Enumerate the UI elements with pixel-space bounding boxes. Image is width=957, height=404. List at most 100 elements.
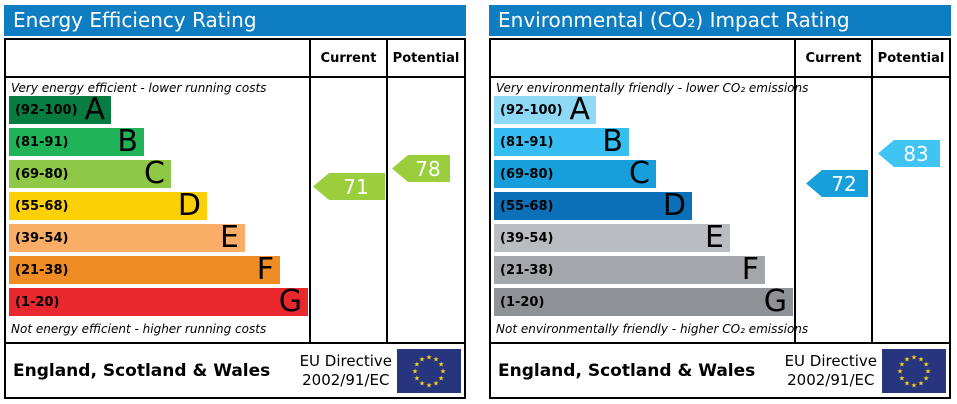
svg-text:★: ★ (923, 360, 929, 368)
current-column-header: Current (805, 50, 862, 66)
svg-text:★: ★ (433, 355, 439, 363)
band-e: (39-54) E (9, 220, 245, 255)
potential-rating-value: 83 (903, 141, 929, 166)
band-letter: E (705, 220, 724, 255)
svg-text:★: ★ (911, 353, 917, 361)
current-rating-value: 71 (343, 174, 369, 199)
svg-text:★: ★ (433, 379, 439, 387)
svg-text:★: ★ (412, 367, 418, 375)
band-range: (21-38) (500, 262, 554, 278)
eu-directive-label: EU Directive 2002/91/EC (785, 352, 877, 390)
current-column-header: Current (320, 50, 377, 66)
band-letter: B (117, 124, 138, 159)
band-range: (69-80) (500, 166, 554, 182)
svg-text:★: ★ (897, 367, 903, 375)
panel-footer: England, Scotland & Wales EU Directive 2… (491, 344, 949, 397)
column-divider (309, 40, 311, 342)
svg-text:★: ★ (904, 355, 910, 363)
band-letter: D (662, 188, 686, 223)
svg-text:★: ★ (419, 379, 425, 387)
eu-directive-line2: 2002/91/EC (787, 370, 875, 389)
band-letter: C (144, 156, 165, 191)
svg-text:★: ★ (419, 355, 425, 363)
rating-bands: (92-100) A (81-91) B (69-80) C (55-68) D… (9, 92, 308, 320)
band-range: (69-80) (15, 166, 69, 182)
energy-efficiency-panel: Energy Efficiency Rating Current Potenti… (4, 5, 466, 399)
svg-text:★: ★ (911, 381, 917, 389)
eu-directive-line1: EU Directive (784, 351, 877, 370)
svg-text:★: ★ (923, 374, 929, 382)
bottom-caption: Not energy efficient - higher running co… (11, 322, 267, 336)
potential-column-header: Potential (392, 50, 460, 66)
footer-border (6, 342, 464, 344)
band-letter: F (256, 252, 274, 287)
bottom-caption: Not environmentally friendly - higher CO… (496, 322, 809, 336)
band-f: (21-38) F (494, 252, 765, 287)
band-letter: G (278, 284, 302, 319)
eu-flag-stars: ★ ★★ ★★★ ★★★ ★★★ (412, 353, 446, 389)
band-b: (81-91) B (494, 124, 629, 159)
svg-text:★: ★ (918, 355, 924, 363)
band-range: (92-100) (500, 102, 563, 118)
region-label: England, Scotland & Wales (13, 360, 271, 381)
svg-text:★: ★ (925, 367, 931, 375)
band-g: (1-20) G (9, 284, 308, 319)
eu-directive-label: EU Directive 2002/91/EC (300, 352, 392, 390)
band-d: (55-68) D (9, 188, 207, 223)
band-letter: A (569, 92, 590, 127)
band-letter: D (177, 188, 201, 223)
svg-text:★: ★ (904, 379, 910, 387)
band-range: (55-68) (500, 198, 554, 214)
eu-flag-icon: ★ ★★ ★★★ ★★★ ★★★ (882, 348, 946, 393)
band-range: (21-38) (15, 262, 69, 278)
current-rating-arrow: 72 (806, 170, 868, 197)
top-caption: Very energy efficient - lower running co… (11, 81, 267, 95)
eu-flag-field (397, 348, 461, 393)
footer-border (491, 342, 949, 344)
potential-column-header: Potential (877, 50, 945, 66)
band-a: (92-100) A (9, 92, 111, 127)
band-letter: F (741, 252, 759, 287)
column-divider (386, 40, 388, 342)
potential-rating-arrow: 78 (392, 155, 450, 182)
band-range: (1-20) (500, 294, 545, 310)
band-range: (81-91) (500, 134, 554, 150)
eu-flag-field (882, 348, 946, 393)
environmental-rating-table: Current Potential Very environmentally f… (489, 38, 951, 399)
rating-bands: (92-100) A (81-91) B (69-80) C (55-68) D… (494, 92, 793, 320)
svg-text:★: ★ (438, 374, 444, 382)
band-c: (69-80) C (494, 159, 656, 189)
potential-rating-arrow: 83 (878, 140, 940, 167)
potential-rating-value: 78 (415, 156, 441, 181)
band-letter: B (602, 124, 623, 159)
band-c: (69-80) C (9, 156, 171, 191)
band-letter: E (220, 220, 239, 255)
band-d: (55-68) D (494, 188, 692, 223)
current-rating-value: 72 (831, 171, 857, 196)
eu-directive-line1: EU Directive (299, 351, 392, 370)
environmental-impact-panel: Environmental (CO₂) Impact Rating Curren… (489, 5, 951, 399)
energy-rating-table: Current Potential Very energy efficient … (4, 38, 466, 399)
band-range: (55-68) (15, 198, 69, 214)
svg-text:★: ★ (438, 360, 444, 368)
energy-panel-title: Energy Efficiency Rating (4, 5, 466, 36)
svg-text:★: ★ (414, 374, 420, 382)
band-a: (92-100) A (494, 92, 596, 127)
band-range: (92-100) (15, 102, 78, 118)
current-rating-arrow: 71 (313, 173, 385, 200)
svg-text:★: ★ (414, 360, 420, 368)
band-f: (21-38) F (9, 252, 280, 287)
svg-text:★: ★ (899, 360, 905, 368)
band-e: (39-54) E (494, 220, 730, 255)
eu-flag-stars: ★ ★★ ★★★ ★★★ ★★★ (897, 353, 931, 389)
top-caption: Very environmentally friendly - lower CO… (496, 81, 809, 95)
eu-flag-icon: ★ ★★ ★★★ ★★★ ★★★ (397, 348, 461, 393)
svg-text:★: ★ (899, 374, 905, 382)
header-row-border (6, 76, 464, 78)
column-divider (871, 40, 873, 342)
band-letter: A (84, 92, 105, 127)
band-range: (39-54) (15, 230, 69, 246)
band-g: (1-20) G (494, 287, 793, 317)
column-divider (794, 40, 796, 342)
